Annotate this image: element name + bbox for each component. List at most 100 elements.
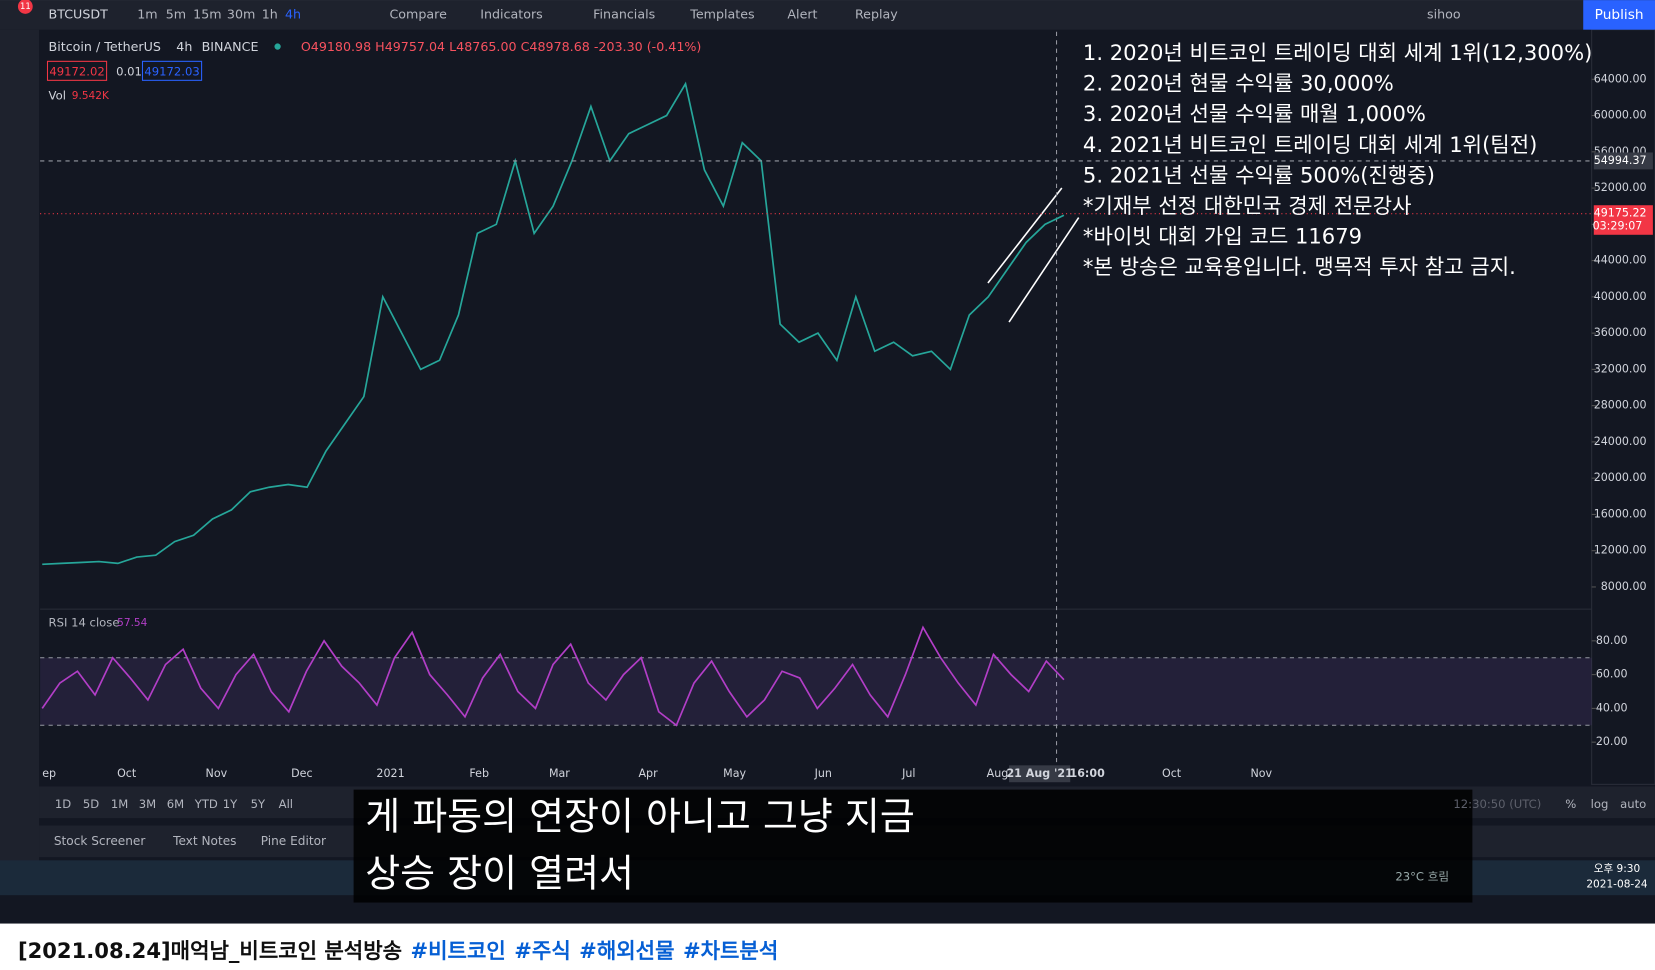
interval-button[interactable]: 4h [285, 6, 301, 21]
app-background [0, 0, 1655, 924]
price-tick-label: 20000.00 [1594, 471, 1647, 484]
overlay-text: 5. 2021년 선물 수익률 500%(진행중) [1083, 162, 1435, 187]
bid-box [46, 60, 108, 81]
countdown: 03:29:07 [1593, 219, 1643, 232]
legend-interval: 4h [176, 39, 192, 54]
time-label: Nov [206, 767, 228, 780]
time-label: 16:00 [1070, 767, 1106, 780]
price-tick-label: 60000.00 [1594, 109, 1647, 122]
time-highlight [1009, 765, 1071, 783]
toolbar-button[interactable]: Templates [689, 6, 754, 21]
price-line [42, 81, 1065, 566]
rsi-label: RSI 14 close [49, 615, 120, 629]
rsi-tick-label: 80.00 [1596, 634, 1628, 647]
range-button[interactable]: 1M [111, 797, 128, 811]
rsi-tick-label: 60.00 [1596, 668, 1628, 681]
overlay-text: 3. 2020년 선물 수익률 매월 1,000% [1083, 101, 1426, 126]
volume-value: 9.542K [72, 90, 110, 102]
clock-date: 2021-08-24 [1586, 879, 1648, 891]
overlay-text: *본 방송은 교육용입니다. 맹목적 투자 참고 금지. [1083, 254, 1516, 279]
badge-count: 11 [20, 1, 31, 11]
publish-button[interactable] [1583, 0, 1655, 30]
toolbar-button[interactable]: Alert [787, 6, 817, 21]
panel-button[interactable]: Text Notes [172, 834, 236, 848]
video-info [0, 923, 1655, 966]
interval-button[interactable]: 1m [137, 6, 157, 21]
ask-box [141, 60, 203, 81]
time-label: 2021 [376, 767, 404, 780]
toolbar-button[interactable]: Replay [855, 6, 898, 21]
time-label: Aug [987, 767, 1009, 780]
timezone: 12:30:50 (UTC) [1453, 797, 1541, 811]
rsi-tick-label: 40.00 [1596, 701, 1628, 714]
last-price-box [1593, 205, 1653, 235]
price-tick-label: 64000.00 [1594, 72, 1647, 85]
range-button[interactable]: 1Y [223, 797, 238, 811]
time-label: Nov [1250, 767, 1272, 780]
overlay-text: 4. 2021년 비트코인 트레이딩 대회 세계 1위(팀전) [1083, 132, 1537, 157]
hashtag-button[interactable]: #차트분석 [683, 938, 778, 963]
overlay-text: 2. 2020년 현물 수익률 30,000% [1083, 71, 1394, 96]
scale-button[interactable]: auto [1620, 797, 1646, 811]
subtitle-box [353, 789, 1473, 903]
overlay-text: 1. 2020년 비트코인 트레이딩 대회 세계 1위(12,300%) [1083, 40, 1592, 65]
interval-button[interactable]: 30m [227, 6, 255, 21]
toolbar-button[interactable]: Indicators [480, 6, 543, 21]
price-tick-label: 8000.00 [1601, 580, 1647, 593]
scale-button[interactable]: log [1591, 797, 1609, 811]
scale-button[interactable]: % [1565, 797, 1576, 811]
time-label: ep [42, 767, 56, 780]
toolbar-button[interactable]: Compare [389, 6, 447, 21]
hashtag-button[interactable]: #해외선물 [579, 938, 674, 963]
time-label: Jun [814, 767, 832, 780]
panel-button[interactable]: Stock Screener [54, 834, 146, 848]
last-price: 49175.22 [1594, 207, 1647, 220]
bid-price: 49172.02 [49, 64, 104, 78]
rsi-tick-label: 20.00 [1596, 735, 1628, 748]
video-title: [2021.08.24]매억남_비트코인 분석방송 [18, 938, 402, 963]
price-tick-label: 52000.00 [1594, 181, 1647, 194]
time-label: Oct [117, 767, 137, 780]
range-button[interactable]: All [279, 797, 293, 811]
status-dot [274, 43, 281, 50]
clock-time: 오후 9:30 [1594, 863, 1641, 875]
range-button[interactable]: 5Y [251, 797, 266, 811]
legend-ohlc: O49180.98 H49757.04 L48765.00 C48978.68 … [301, 39, 702, 54]
channel-line [987, 187, 1063, 284]
interval-button[interactable]: 1h [262, 6, 278, 21]
notification-badge [17, 0, 33, 14]
hashtag-button[interactable]: #비트코인 [410, 938, 505, 963]
range-button[interactable]: 3M [139, 797, 156, 811]
range-button[interactable]: 6M [167, 797, 184, 811]
top-toolbar [0, 0, 1655, 30]
spread: 0.01 [116, 64, 142, 78]
interval-button[interactable]: 15m [193, 6, 221, 21]
crosshair-price-box [1593, 152, 1653, 170]
price-tick-label: 32000.00 [1594, 362, 1647, 375]
interval-button[interactable]: 5m [166, 6, 186, 21]
range-button[interactable]: YTD [194, 797, 218, 811]
user-button[interactable]: sihoo [1427, 6, 1461, 21]
time-label: Oct [1162, 767, 1182, 780]
time-label: Mar [549, 767, 570, 780]
price-tick-label: 24000.00 [1594, 435, 1647, 448]
time-label: Feb [469, 767, 489, 780]
price-line [41, 625, 1065, 727]
ask-price: 49172.03 [144, 64, 199, 78]
publish-button[interactable]: Publish [1595, 7, 1644, 23]
time-label: Dec [291, 767, 312, 780]
overlay-text: *바이빗 대회 가입 코드 11679 [1083, 224, 1362, 249]
price-tick-label: 44000.00 [1594, 254, 1647, 267]
range-button[interactable]: 5D [83, 797, 99, 811]
left-toolbar [0, 29, 40, 864]
panel-button[interactable]: Pine Editor [261, 834, 326, 848]
hashtag-button[interactable]: #주식 [514, 938, 571, 963]
range-button[interactable]: 1D [55, 797, 71, 811]
price-tick-label: 28000.00 [1594, 399, 1647, 412]
symbol-button[interactable]: BTCUSDT [49, 6, 109, 21]
rsi-value: 57.54 [117, 617, 147, 629]
crosshair-price: 54994.37 [1594, 154, 1647, 167]
subtitle: 게 파동의 연장이 아니고 그냥 지금 [365, 795, 915, 839]
toolbar-button[interactable]: Financials [593, 6, 655, 21]
legend-pair: Bitcoin / TetherUS [49, 39, 161, 54]
